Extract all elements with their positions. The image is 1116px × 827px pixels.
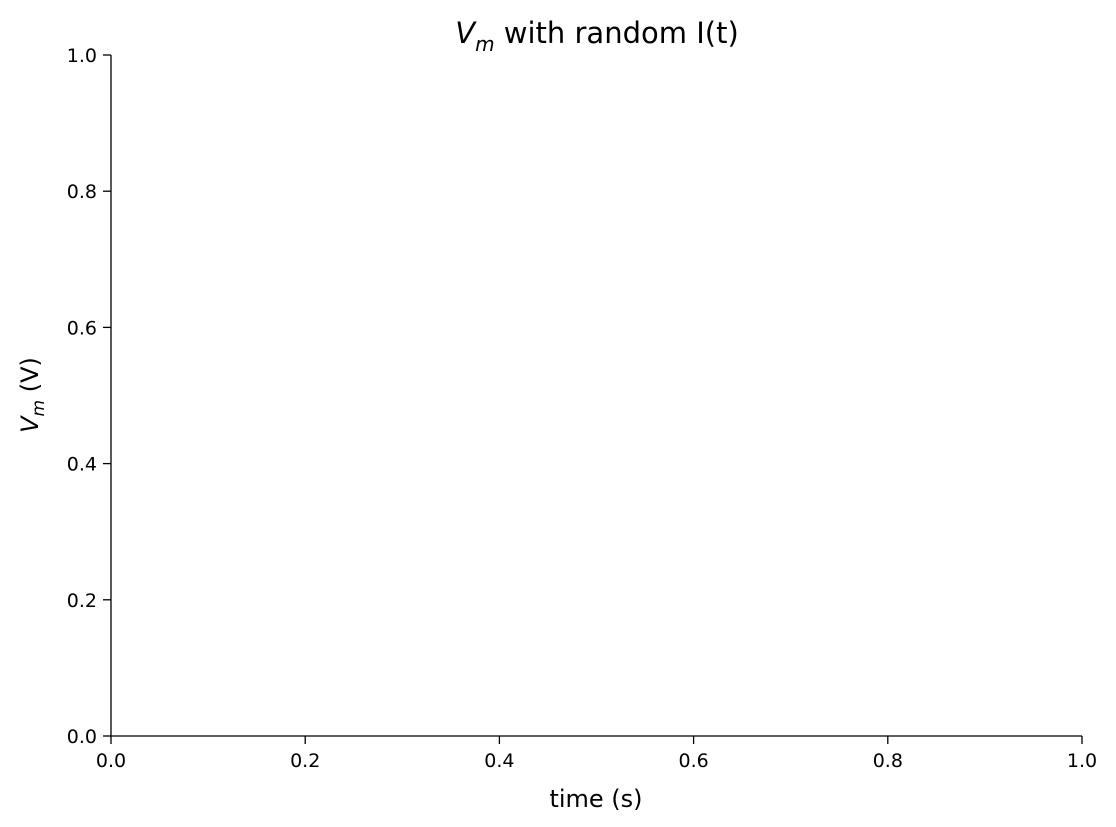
y-axis-label-math-symbol: V <box>16 415 44 433</box>
y-tick-label: 0.6 <box>67 317 97 339</box>
y-axis-label-suffix: (V) <box>16 357 44 400</box>
y-tick-label: 1.0 <box>67 45 97 67</box>
chart-title-suffix: with random I(t) <box>495 16 739 50</box>
x-tick-label: 0.4 <box>484 750 514 772</box>
y-axis-label: Vm (V) <box>16 357 49 433</box>
x-tick-label: 0.2 <box>290 750 320 772</box>
x-tick-label: 0.0 <box>96 750 126 772</box>
chart-title-math-subscript: m <box>475 32 494 56</box>
chart-title-math-symbol: V <box>455 16 477 50</box>
y-tick-label: 0.4 <box>67 454 97 476</box>
y-tick-label: 0.0 <box>67 726 97 748</box>
y-tick-label: 0.2 <box>67 590 97 612</box>
y-axis-ticks: 0.0 0.2 0.4 0.6 0.8 1.0 <box>67 45 111 748</box>
y-tick-label: 0.8 <box>67 181 97 203</box>
x-tick-label: 0.6 <box>678 750 708 772</box>
x-tick-label: 0.8 <box>873 750 903 772</box>
y-axis-label-math-subscript: m <box>29 400 49 417</box>
chart-title: Vm with random I(t) <box>455 16 739 56</box>
x-axis-label: time (s) <box>549 785 642 813</box>
x-tick-label: 1.0 <box>1067 750 1097 772</box>
x-axis-ticks: 0.0 0.2 0.4 0.6 0.8 1.0 <box>96 736 1097 772</box>
